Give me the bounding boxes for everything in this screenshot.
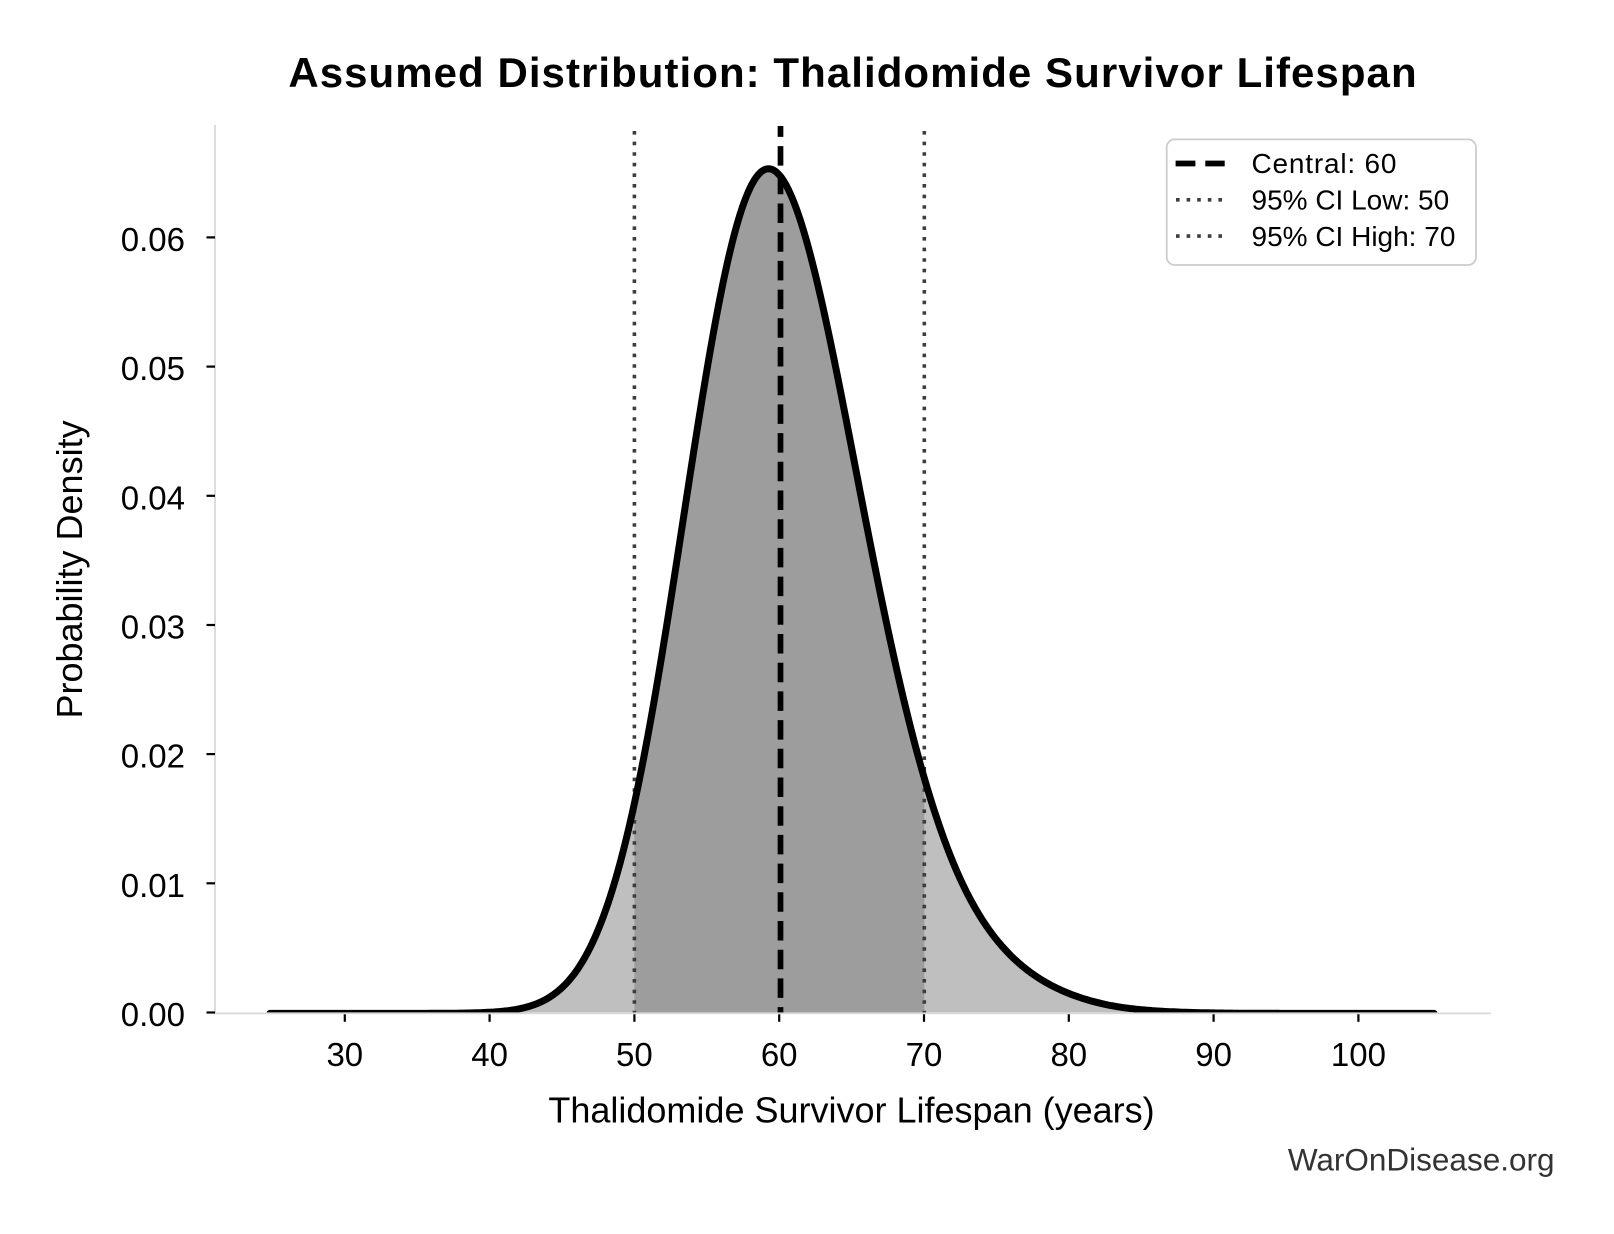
svg-text:50: 50: [616, 1036, 653, 1073]
svg-text:0.00: 0.00: [121, 996, 185, 1033]
svg-text:Probability Density: Probability Density: [49, 420, 90, 718]
svg-text:Thalidomide Survivor Lifespan: Thalidomide Survivor Lifespan (years): [548, 1090, 1154, 1131]
svg-text:Assumed Distribution: Thalidom: Assumed Distribution: Thalidomide Surviv…: [288, 49, 1417, 96]
svg-text:0.01: 0.01: [121, 867, 185, 904]
svg-text:95% CI High: 70: 95% CI High: 70: [1252, 221, 1456, 252]
svg-text:0.02: 0.02: [121, 738, 185, 775]
svg-text:95% CI Low: 50: 95% CI Low: 50: [1252, 185, 1450, 216]
svg-text:30: 30: [326, 1036, 363, 1073]
svg-text:60: 60: [761, 1036, 798, 1073]
svg-text:0.04: 0.04: [121, 479, 185, 516]
svg-text:80: 80: [1050, 1036, 1087, 1073]
svg-text:100: 100: [1331, 1036, 1386, 1073]
svg-text:0.03: 0.03: [121, 609, 185, 646]
svg-text:90: 90: [1195, 1036, 1232, 1073]
svg-text:70: 70: [906, 1036, 943, 1073]
svg-text:Central: 60: Central: 60: [1252, 148, 1398, 179]
svg-text:WarOnDisease.org: WarOnDisease.org: [1288, 1142, 1555, 1178]
svg-text:0.06: 0.06: [121, 221, 185, 258]
svg-text:0.05: 0.05: [121, 350, 185, 387]
svg-text:40: 40: [471, 1036, 508, 1073]
